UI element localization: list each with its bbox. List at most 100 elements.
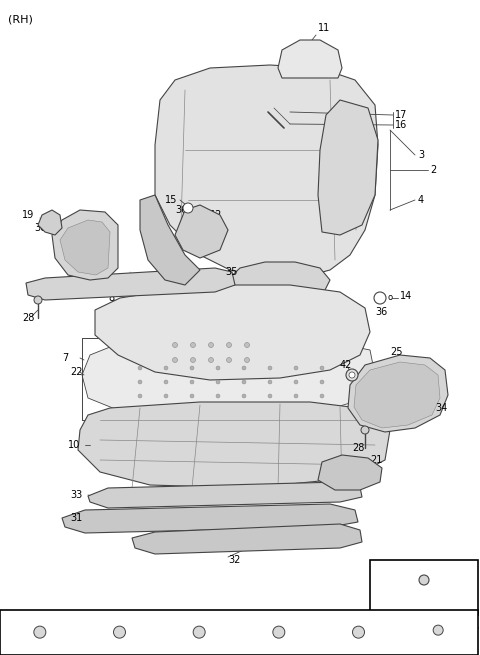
Text: 33: 33 [70, 490, 82, 500]
Circle shape [216, 366, 220, 370]
Circle shape [113, 626, 125, 638]
Text: 2: 2 [430, 165, 436, 175]
FancyBboxPatch shape [370, 560, 478, 615]
Circle shape [164, 394, 168, 398]
Circle shape [164, 366, 168, 370]
Circle shape [242, 394, 246, 398]
Polygon shape [60, 220, 110, 275]
Polygon shape [62, 504, 358, 533]
Text: 30: 30 [34, 223, 46, 233]
Text: 32: 32 [228, 555, 240, 565]
Text: 13: 13 [288, 315, 300, 325]
Circle shape [346, 369, 358, 381]
Polygon shape [132, 524, 362, 554]
Circle shape [294, 394, 298, 398]
Text: 14: 14 [400, 291, 412, 301]
Text: 10: 10 [68, 440, 80, 450]
Circle shape [374, 292, 386, 304]
Text: 17: 17 [395, 110, 408, 120]
Text: 21: 21 [370, 455, 383, 465]
Circle shape [361, 426, 369, 434]
Text: 36: 36 [175, 205, 187, 215]
Circle shape [191, 343, 195, 348]
Text: 12: 12 [210, 210, 222, 220]
Text: 31: 31 [70, 513, 82, 523]
Text: 44: 44 [431, 614, 445, 624]
Text: 38: 38 [112, 614, 127, 624]
Circle shape [172, 358, 178, 362]
Circle shape [138, 380, 142, 384]
Text: 11: 11 [318, 23, 330, 33]
Circle shape [208, 358, 214, 362]
Circle shape [419, 575, 429, 585]
Circle shape [216, 394, 220, 398]
Polygon shape [88, 482, 362, 508]
Polygon shape [354, 362, 440, 428]
Text: 43: 43 [417, 569, 431, 579]
Text: 39: 39 [192, 614, 206, 624]
Circle shape [34, 626, 46, 638]
Circle shape [227, 358, 231, 362]
Circle shape [268, 394, 272, 398]
Polygon shape [52, 210, 118, 280]
Text: 19: 19 [22, 210, 34, 220]
Text: 4: 4 [418, 195, 424, 205]
Polygon shape [82, 338, 375, 420]
Circle shape [268, 380, 272, 384]
Circle shape [352, 626, 364, 638]
Circle shape [320, 366, 324, 370]
Polygon shape [318, 100, 378, 235]
Text: 35: 35 [225, 267, 238, 277]
Text: 22: 22 [70, 367, 83, 377]
Circle shape [242, 366, 246, 370]
Circle shape [172, 343, 178, 348]
Polygon shape [140, 195, 200, 285]
Text: 40: 40 [272, 614, 286, 624]
Circle shape [190, 366, 194, 370]
Text: 36: 36 [375, 307, 387, 317]
Circle shape [183, 203, 193, 213]
Text: (RH): (RH) [8, 14, 33, 24]
Circle shape [208, 343, 214, 348]
Circle shape [34, 296, 42, 304]
Circle shape [242, 380, 246, 384]
Circle shape [273, 626, 285, 638]
Circle shape [190, 380, 194, 384]
Text: 28: 28 [22, 313, 35, 323]
Circle shape [216, 380, 220, 384]
Circle shape [138, 366, 142, 370]
Polygon shape [95, 285, 370, 380]
Polygon shape [222, 262, 330, 312]
Polygon shape [26, 268, 235, 300]
Circle shape [193, 626, 205, 638]
Polygon shape [155, 65, 378, 278]
Polygon shape [348, 355, 448, 432]
Text: 28: 28 [352, 443, 364, 453]
FancyBboxPatch shape [0, 610, 478, 655]
Circle shape [244, 358, 250, 362]
Circle shape [349, 372, 355, 378]
Polygon shape [318, 455, 382, 490]
Circle shape [227, 343, 231, 348]
Circle shape [433, 625, 443, 635]
Circle shape [244, 343, 250, 348]
Text: o: o [388, 293, 393, 303]
Circle shape [320, 380, 324, 384]
Circle shape [164, 380, 168, 384]
Polygon shape [38, 210, 62, 235]
Text: 34: 34 [435, 403, 447, 413]
Circle shape [190, 394, 194, 398]
Circle shape [191, 358, 195, 362]
Text: 41: 41 [351, 614, 366, 624]
Circle shape [294, 366, 298, 370]
Text: 37: 37 [33, 614, 47, 624]
Polygon shape [78, 402, 390, 488]
Text: 15: 15 [165, 195, 178, 205]
Circle shape [294, 380, 298, 384]
Circle shape [268, 366, 272, 370]
Text: 8: 8 [108, 293, 114, 303]
Text: 7: 7 [62, 353, 68, 363]
Text: 42: 42 [340, 360, 352, 370]
Text: 3: 3 [418, 150, 424, 160]
Circle shape [320, 394, 324, 398]
